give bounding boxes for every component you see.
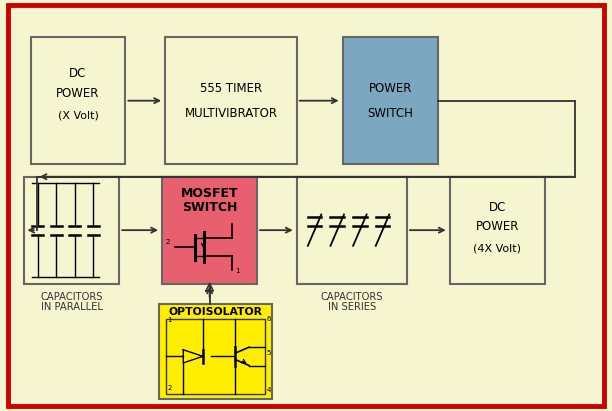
- Text: 2: 2: [165, 239, 170, 245]
- FancyBboxPatch shape: [297, 177, 407, 284]
- FancyBboxPatch shape: [24, 177, 119, 284]
- FancyBboxPatch shape: [162, 177, 257, 284]
- FancyBboxPatch shape: [165, 37, 297, 164]
- Text: IN PARALLEL: IN PARALLEL: [41, 302, 103, 312]
- Text: CAPACITORS: CAPACITORS: [40, 292, 103, 302]
- Text: (X Volt): (X Volt): [58, 110, 99, 120]
- Text: 5: 5: [267, 350, 271, 356]
- Text: IN SERIES: IN SERIES: [328, 302, 376, 312]
- Text: 555 TIMER: 555 TIMER: [200, 82, 262, 95]
- Text: MOSFET: MOSFET: [181, 187, 239, 201]
- Text: POWER: POWER: [476, 220, 519, 233]
- Text: 6: 6: [267, 316, 271, 322]
- FancyBboxPatch shape: [166, 319, 265, 394]
- Text: SWITCH: SWITCH: [367, 106, 413, 120]
- Text: 4: 4: [267, 387, 271, 393]
- Text: SWITCH: SWITCH: [182, 201, 237, 214]
- Text: DC: DC: [69, 67, 87, 81]
- Text: 1: 1: [235, 268, 240, 274]
- Text: DC: DC: [488, 201, 506, 214]
- FancyBboxPatch shape: [8, 5, 604, 406]
- Text: OPTOISOLATOR: OPTOISOLATOR: [169, 307, 263, 317]
- FancyBboxPatch shape: [450, 177, 545, 284]
- Text: POWER: POWER: [56, 87, 100, 100]
- Text: CAPACITORS: CAPACITORS: [321, 292, 383, 302]
- Text: POWER: POWER: [368, 82, 412, 95]
- FancyBboxPatch shape: [343, 37, 438, 164]
- Text: 1: 1: [168, 317, 172, 323]
- FancyBboxPatch shape: [159, 304, 272, 399]
- Text: 2: 2: [168, 386, 172, 391]
- Text: MULTIVIBRATOR: MULTIVIBRATOR: [185, 106, 277, 120]
- Text: (4X Volt): (4X Volt): [473, 244, 521, 254]
- FancyBboxPatch shape: [31, 37, 125, 164]
